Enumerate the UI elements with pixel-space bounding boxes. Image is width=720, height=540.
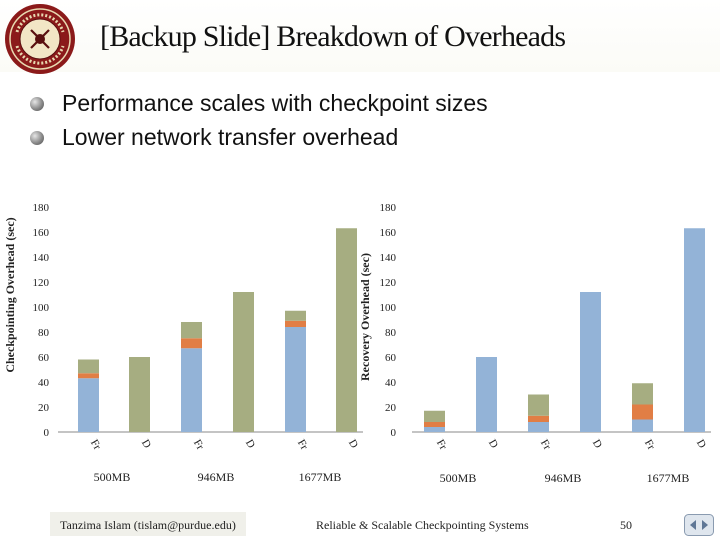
bullet-text: Performance scales with checkpoint sizes — [62, 90, 488, 116]
bar-segment — [78, 359, 99, 374]
bar-segment — [632, 404, 653, 420]
y-axis-label: Checkpointing Overhead (sec) — [3, 217, 17, 372]
bullet-dot-icon — [30, 131, 44, 145]
bar-segment — [233, 292, 254, 432]
bar-segment — [528, 394, 549, 416]
y-tick-label: 140 — [33, 252, 50, 264]
page-number: 50 — [620, 518, 632, 532]
bar-segment — [476, 357, 497, 432]
footer-center-text: Reliable & Scalable Checkpointing System… — [316, 518, 529, 532]
bar-segment — [528, 422, 549, 432]
category-label: D — [139, 438, 153, 451]
bar-segment — [632, 419, 653, 432]
category-label: D — [694, 438, 708, 451]
bar-segment — [424, 410, 445, 422]
group-label: 500MB — [94, 470, 131, 484]
bar-segment — [78, 378, 99, 432]
category-label: Fr — [295, 438, 310, 453]
category-label: Fr — [191, 438, 206, 453]
header-band — [0, 0, 720, 72]
group-label: 946MB — [545, 471, 582, 485]
bullet-text: Lower network transfer overhead — [62, 124, 399, 150]
bar-segment — [285, 310, 306, 321]
group-label: 1677MB — [299, 470, 342, 484]
category-label: Fr — [434, 438, 449, 453]
bar-segment — [181, 338, 202, 349]
y-tick-label: 60 — [38, 352, 50, 364]
category-label: Fr — [642, 438, 657, 453]
category-label: D — [486, 438, 500, 451]
y-tick-label: 140 — [380, 252, 397, 264]
bar-segment — [632, 383, 653, 405]
y-tick-label: 100 — [380, 302, 397, 314]
y-tick-label: 20 — [38, 402, 50, 414]
y-tick-label: 180 — [33, 202, 50, 214]
y-tick-label: 40 — [38, 377, 50, 389]
bar-segment — [181, 322, 202, 339]
footer-author-band — [50, 512, 246, 536]
bar-segment — [424, 427, 445, 432]
category-label: D — [243, 438, 257, 451]
slide-title: [Backup Slide] Breakdown of Overheads — [100, 20, 566, 53]
footer-author: Tanzima Islam (tislam@purdue.edu) — [60, 518, 236, 532]
y-tick-label: 40 — [385, 377, 397, 389]
group-label: 1677MB — [647, 471, 690, 485]
bar-segment — [78, 373, 99, 379]
bar-segment — [285, 327, 306, 432]
bar-segment — [424, 422, 445, 427]
bar-segment — [285, 320, 306, 327]
group-label: 500MB — [440, 471, 477, 485]
slide-nav-icon[interactable] — [684, 514, 714, 536]
y-tick-label: 120 — [380, 277, 397, 289]
y-axis-label: Recovery Overhead (sec) — [358, 253, 372, 381]
y-tick-label: 160 — [33, 227, 50, 239]
bar-segment — [129, 357, 150, 432]
y-tick-label: 120 — [33, 277, 50, 289]
bar-segment — [528, 415, 549, 422]
university-seal-logo — [5, 4, 75, 74]
bar-segment — [181, 348, 202, 432]
category-label: Fr — [538, 438, 553, 453]
group-label: 946MB — [198, 470, 235, 484]
category-label: D — [590, 438, 604, 451]
y-tick-label: 60 — [385, 352, 397, 364]
y-tick-label: 80 — [38, 327, 50, 339]
y-tick-label: 80 — [385, 327, 397, 339]
y-tick-label: 0 — [44, 427, 50, 439]
y-tick-label: 0 — [391, 427, 397, 439]
y-tick-label: 180 — [380, 202, 397, 214]
bar-segment — [336, 228, 357, 432]
y-tick-label: 100 — [33, 302, 50, 314]
y-tick-label: 160 — [380, 227, 397, 239]
y-tick-label: 20 — [385, 402, 397, 414]
category-label: D — [346, 438, 360, 451]
bar-segment — [580, 292, 601, 432]
category-label: Fr — [88, 438, 103, 453]
bullet-dot-icon — [30, 97, 44, 111]
bar-segment — [684, 228, 705, 432]
